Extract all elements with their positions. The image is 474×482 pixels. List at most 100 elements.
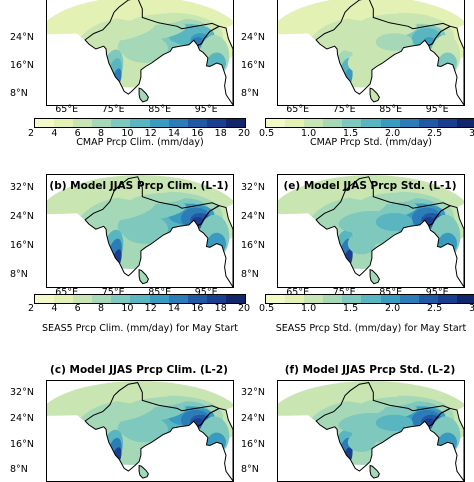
panel-title-b: (b) Model JJAS Prcp Clim. (L-1) <box>49 180 229 192</box>
coastline-0 <box>84 176 221 277</box>
colorbar-segment <box>54 295 74 303</box>
colorbar-segment <box>304 295 324 303</box>
precip-level-3 <box>361 192 418 205</box>
precip-field-d <box>278 0 464 105</box>
map-panel-c <box>46 380 234 482</box>
colorbar-tick-e: 0.5 <box>259 303 275 314</box>
colorbar-label-e: SEAS5 Prcp Std. (mm/day) for May Start <box>275 323 467 334</box>
colorbar-segment <box>149 119 169 127</box>
colorbar-segment <box>92 119 112 127</box>
x-tick-label-b: 95°E <box>194 287 218 298</box>
colorbar-tick-a: 2 <box>28 128 35 139</box>
coastline-1 <box>428 407 464 481</box>
colorbar-tick-a: 12 <box>144 128 157 139</box>
precip-field-e <box>278 175 464 287</box>
colorbar-tick-a: 10 <box>121 128 134 139</box>
y-tick-label-e: 16°N <box>241 240 265 252</box>
colorbar-tick-b: 4 <box>51 303 58 314</box>
colorbar-segment <box>92 295 112 303</box>
sri-lanka <box>138 87 149 103</box>
coastline-0 <box>315 0 452 95</box>
colorbar-segment <box>111 119 131 127</box>
precip-level-4 <box>131 404 187 422</box>
precip-field-b <box>47 175 233 287</box>
colorbar-segment <box>399 119 419 127</box>
y-tick-label-d: 8°N <box>241 87 259 99</box>
colorbar-tick-b: 6 <box>74 303 81 314</box>
colorbar-tick-d: 2.5 <box>427 128 443 139</box>
coastline-1 <box>428 25 464 105</box>
colorbar-tick-a: 18 <box>214 128 227 139</box>
coastline-1 <box>197 25 233 105</box>
x-tick-label-a: 65°E <box>55 104 79 115</box>
coastline-1 <box>197 407 233 481</box>
colorbar-segment <box>285 295 305 303</box>
coastline-0 <box>84 0 221 95</box>
colorbar-tick-a: 4 <box>51 128 58 139</box>
x-tick-label-e: 75°E <box>332 287 356 298</box>
precip-level-2 <box>347 52 376 74</box>
colorbar-tick-a: 20 <box>238 128 251 139</box>
colorbar-segment <box>206 295 226 303</box>
y-tick-label-a: 24°N <box>10 31 34 43</box>
sri-lanka <box>369 87 380 103</box>
colorbar-segment <box>168 295 188 303</box>
precip-level-2 <box>361 13 418 26</box>
colorbar-tick-d: 2.0 <box>385 128 401 139</box>
precip-level-4 <box>347 432 376 452</box>
colorbar-segment <box>361 295 381 303</box>
precip-level-5 <box>375 213 413 231</box>
colorbar-segment <box>54 119 74 127</box>
x-tick-label-b: 85°E <box>148 287 172 298</box>
colorbar-tick-a: 6 <box>74 128 81 139</box>
colorbar-segment <box>73 119 93 127</box>
colorbar-segment <box>418 295 438 303</box>
colorbar-tick-d: 1.5 <box>343 128 359 139</box>
coastline-0 <box>315 176 452 277</box>
map-panel-e <box>277 174 465 288</box>
colorbar-tick-b: 18 <box>214 303 227 314</box>
y-tick-label-f: 16°N <box>241 438 265 450</box>
colorbar-segment <box>323 295 343 303</box>
colorbar-segment <box>342 119 362 127</box>
precip-field-f <box>278 381 464 481</box>
y-tick-label-e: 32°N <box>241 182 265 194</box>
sri-lanka <box>138 269 149 285</box>
y-tick-label-f: 32°N <box>241 386 265 398</box>
colorbar-segment <box>361 119 381 127</box>
map-panel-b <box>46 174 234 288</box>
x-tick-label-b: 75°E <box>101 287 125 298</box>
x-tick-label-a: 95°E <box>194 104 218 115</box>
colorbar-segment <box>285 119 305 127</box>
panel-title-c: (c) Model JJAS Prcp Clim. (L-2) <box>50 364 228 376</box>
precip-level-3 <box>130 192 187 205</box>
coastline-1 <box>428 205 464 287</box>
y-tick-label-b: 8°N <box>10 269 28 281</box>
x-tick-label-b: 65°E <box>55 287 79 298</box>
panel-title-f: (f) Model JJAS Prcp Std. (L-2) <box>284 364 456 376</box>
colorbar-segment <box>456 295 474 303</box>
colorbar-tick-a: 16 <box>191 128 204 139</box>
colorbar-segment <box>266 119 286 127</box>
colorbar-tick-a: 8 <box>98 128 105 139</box>
colorbar-tick-b: 8 <box>98 303 105 314</box>
colorbar-segment <box>437 119 457 127</box>
x-tick-label-a: 85°E <box>148 104 172 115</box>
colorbar-segment <box>225 295 246 303</box>
colorbar-tick-d: 0.5 <box>259 128 275 139</box>
y-tick-label-c: 24°N <box>10 412 34 424</box>
colorbar-segment <box>187 295 207 303</box>
panel-title-e: (e) Model JJAS Prcp Std. (L-1) <box>283 180 457 192</box>
colorbar-segment <box>304 119 324 127</box>
precip-level-4 <box>347 232 376 255</box>
colorbar-tick-e: 1.5 <box>343 303 359 314</box>
colorbar-segment <box>266 295 286 303</box>
sri-lanka <box>369 464 380 479</box>
colorbar-tick-e: 2.5 <box>427 303 443 314</box>
coastline-1 <box>197 205 233 287</box>
colorbar-tick-b: 10 <box>121 303 134 314</box>
colorbar-segment <box>437 295 457 303</box>
coastline-0 <box>315 382 452 472</box>
y-tick-label-e: 8°N <box>241 269 259 281</box>
precip-field-c <box>47 381 233 481</box>
